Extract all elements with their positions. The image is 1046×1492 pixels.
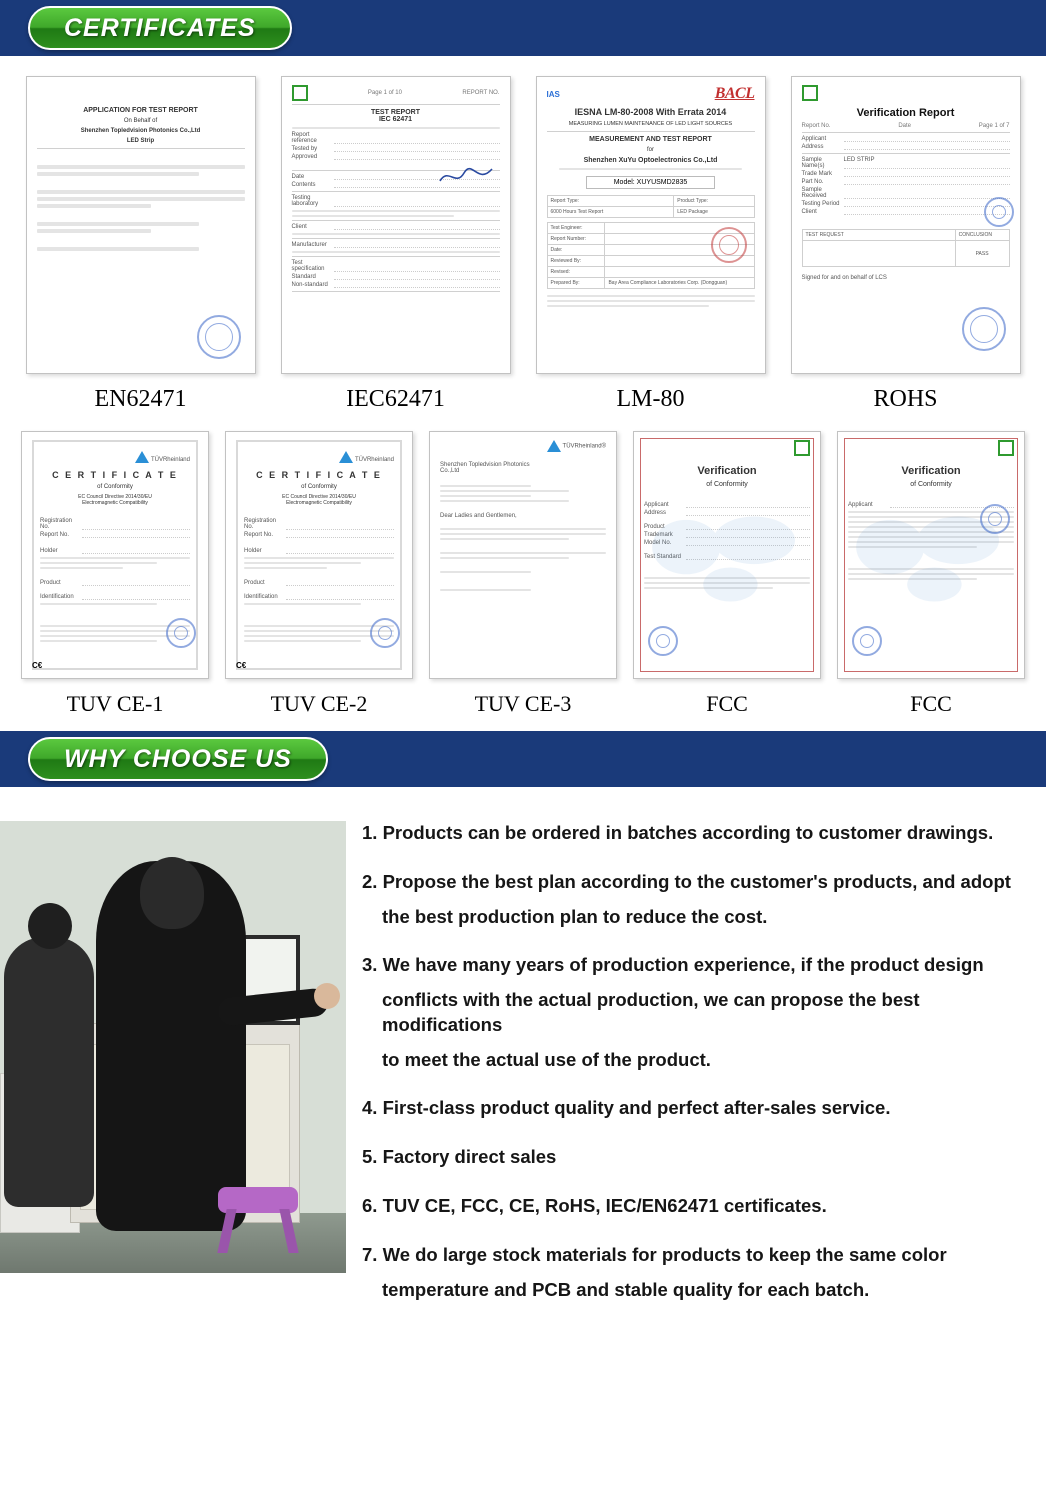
cert-doc-tuvce3: TÜVRheinland® Shenzhen Topledvision Phot… xyxy=(429,431,617,679)
cert-doc-tuvce1: TÜVRheinland C E R T I F I C A T E of Co… xyxy=(21,431,209,679)
certificates-section: APPLICATION FOR TEST REPORT On Behalf of… xyxy=(0,56,1046,731)
logo-icon xyxy=(802,85,818,101)
cert-doc-rohs: Verification Report Report No.DatePage 1… xyxy=(791,76,1021,374)
stamp-icon xyxy=(980,504,1010,534)
cert-label: IEC62471 xyxy=(346,386,445,413)
cert-doc-en62471: APPLICATION FOR TEST REPORT On Behalf of… xyxy=(26,76,256,374)
doc-heading: C E R T I F I C A T E xyxy=(40,470,190,480)
tuv-logo-icon xyxy=(135,451,149,463)
why-section: 1. Products can be ordered in batches ac… xyxy=(0,787,1046,1344)
cert-label: TUV CE-2 xyxy=(271,691,368,717)
certificates-badge: CERTIFICATES xyxy=(28,6,292,50)
why-point: 7. We do large stock materials for produ… xyxy=(362,1243,1022,1303)
cert-label: FCC xyxy=(910,691,952,717)
certificates-header: CERTIFICATES xyxy=(0,0,1046,56)
cert-item: IAS BACL IESNA LM-80-2008 With Errata 20… xyxy=(528,76,773,413)
factory-photo xyxy=(0,821,346,1273)
stamp-icon xyxy=(370,618,400,648)
why-point: 4. First-class product quality and perfe… xyxy=(362,1096,1022,1121)
conclusion-table: TEST REQUESTCONCLUSION PASS xyxy=(802,229,1010,267)
doc-sub: of Conformity xyxy=(40,484,190,490)
tuv-logo-icon xyxy=(547,440,561,452)
tuv-logo-icon xyxy=(339,451,353,463)
doc-sub: Shenzhen XuYu Optoelectronics Co.,Ltd xyxy=(547,157,755,164)
cert-label: LM-80 xyxy=(617,386,685,413)
why-title: WHY CHOOSE US xyxy=(64,745,292,774)
cert-label: EN62471 xyxy=(95,386,187,413)
cert-item: Verification of Conformity Applicant Add… xyxy=(630,431,824,717)
cert-item: APPLICATION FOR TEST REPORT On Behalf of… xyxy=(18,76,263,413)
why-list: 1. Products can be ordered in batches ac… xyxy=(346,821,1036,1326)
cert-item: TÜVRheinland C E R T I F I C A T E of Co… xyxy=(222,431,416,717)
doc-sub: MEASURING LUMEN MAINTENANCE OF LED LIGHT… xyxy=(547,121,755,127)
bacl-logo-icon: BACL xyxy=(715,85,755,103)
stamp-icon xyxy=(962,307,1006,351)
cert-doc-fcc2: Verification of Conformity Applicant xyxy=(837,431,1025,679)
why-point: 6. TUV CE, FCC, CE, RoHS, IEC/EN62471 ce… xyxy=(362,1194,1022,1219)
cert-row-1: APPLICATION FOR TEST REPORT On Behalf of… xyxy=(18,76,1028,413)
why-badge: WHY CHOOSE US xyxy=(28,737,328,781)
doc-heading: IESNA LM-80-2008 With Errata 2014 xyxy=(547,107,755,117)
why-header: WHY CHOOSE US xyxy=(0,731,1046,787)
model-box: Model: XUYUSMD2835 xyxy=(586,176,715,189)
cert-item: Page 1 of 10 REPORT NO. TEST REPORTIEC 6… xyxy=(273,76,518,413)
why-point: 3. We have many years of production expe… xyxy=(362,953,1022,1072)
doc-sub: of Conformity xyxy=(244,484,394,490)
ias-logo-icon: IAS xyxy=(547,90,560,99)
logo-icon xyxy=(292,85,308,101)
cert-item: Verification of Conformity Applicant FCC xyxy=(834,431,1028,717)
report-table: Report Type:Product Type: 6000 Hours Tes… xyxy=(547,195,755,218)
doc-sub: for xyxy=(547,147,755,153)
doc-heading: APPLICATION FOR TEST REPORT xyxy=(37,107,245,114)
stamp-icon xyxy=(711,227,747,263)
doc-sub: MEASUREMENT AND TEST REPORT xyxy=(547,136,755,143)
why-point: 1. Products can be ordered in batches ac… xyxy=(362,821,1022,846)
cert-label: FCC xyxy=(706,691,748,717)
certificates-title: CERTIFICATES xyxy=(64,14,256,43)
why-point: 2. Propose the best plan according to th… xyxy=(362,870,1022,930)
why-point: 5. Factory direct sales xyxy=(362,1145,1022,1170)
cert-item: Verification Report Report No.DatePage 1… xyxy=(783,76,1028,413)
stamp-icon xyxy=(648,626,678,656)
cert-item: TÜVRheinland® Shenzhen Topledvision Phot… xyxy=(426,431,620,717)
stamp-icon xyxy=(166,618,196,648)
cert-item: TÜVRheinland C E R T I F I C A T E of Co… xyxy=(18,431,212,717)
stamp-icon xyxy=(984,197,1014,227)
cert-row-2: TÜVRheinland C E R T I F I C A T E of Co… xyxy=(18,431,1028,717)
doc-sub: Shenzhen Topledvision Photonics Co.,Ltd xyxy=(37,128,245,134)
doc-heading: C E R T I F I C A T E xyxy=(244,470,394,480)
cert-doc-fcc1: Verification of Conformity Applicant Add… xyxy=(633,431,821,679)
doc-sub: LED Strip xyxy=(37,138,245,144)
cert-doc-lm80: IAS BACL IESNA LM-80-2008 With Errata 20… xyxy=(536,76,766,374)
cert-doc-iec62471: Page 1 of 10 REPORT NO. TEST REPORTIEC 6… xyxy=(281,76,511,374)
signature-icon xyxy=(438,163,494,189)
cert-label: TUV CE-3 xyxy=(475,691,572,717)
doc-sub: On Behalf of xyxy=(37,118,245,124)
doc-heading: TEST REPORTIEC 62471 xyxy=(292,109,500,123)
stamp-icon xyxy=(197,315,241,359)
cert-label: ROHS xyxy=(873,386,937,413)
doc-heading: Verification Report xyxy=(802,107,1010,119)
cert-label: TUV CE-1 xyxy=(67,691,164,717)
stamp-icon xyxy=(852,626,882,656)
cert-doc-tuvce2: TÜVRheinland C E R T I F I C A T E of Co… xyxy=(225,431,413,679)
